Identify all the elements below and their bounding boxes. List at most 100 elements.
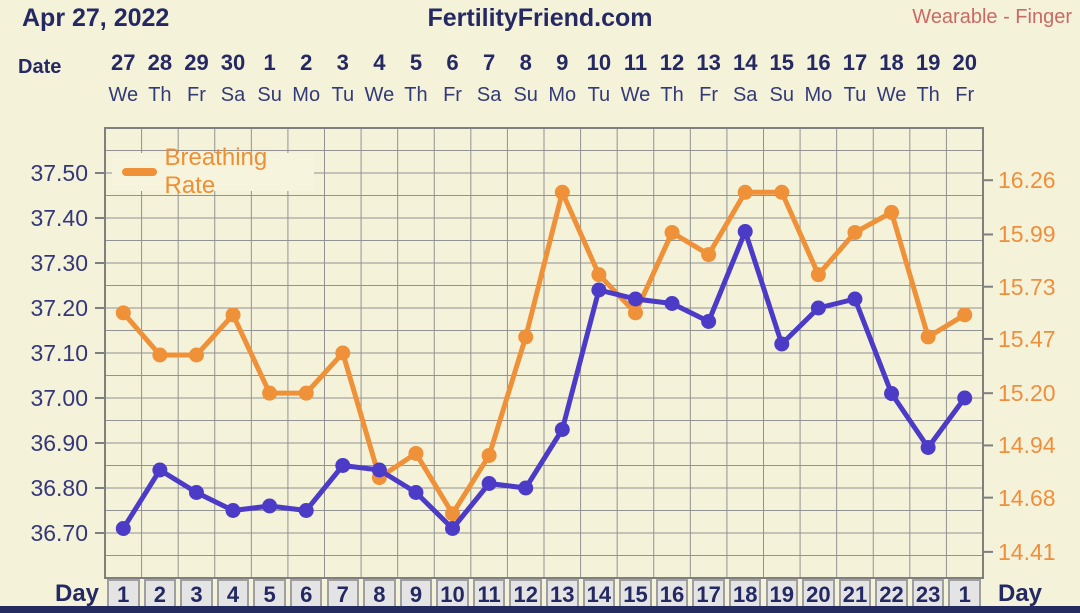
date-tick-label: 5	[409, 50, 423, 75]
date-tick-label: 1	[263, 50, 276, 75]
weekday-tick-label: Sa	[476, 84, 502, 106]
right-axis-tick-label: 15.99	[998, 221, 1056, 248]
date-tick-label: 2	[300, 50, 313, 75]
breathing-rate-point	[810, 267, 826, 283]
breathing-rate-point	[481, 447, 497, 463]
day-cell: 20	[802, 579, 835, 610]
temperature-point	[774, 336, 790, 352]
weekday-tick-label: Su	[513, 84, 538, 106]
date-tick-label: 3	[336, 50, 349, 75]
date-tick-label: 30	[220, 50, 246, 75]
weekday-tick-label: Th	[916, 84, 940, 106]
weekday-tick-label: Fr	[955, 84, 975, 106]
breathing-rate-point	[262, 385, 278, 401]
date-tick-label: 9	[556, 50, 569, 75]
date-tick-label: 29	[184, 50, 209, 75]
left-axis-tick-label: 36.70	[30, 520, 88, 546]
weekday-tick-label: Th	[404, 84, 428, 106]
date-axis-label: Date	[18, 56, 62, 78]
temperature-point	[627, 291, 643, 307]
temperature-point	[188, 485, 204, 500]
weekday-tick-label: Tu	[843, 84, 867, 106]
temperature-point	[152, 462, 168, 478]
left-axis-tick-label: 37.50	[30, 160, 88, 186]
weekday-tick-label: Su	[257, 84, 282, 106]
day-cell: 7	[326, 579, 360, 610]
site-title: FertilityFriend.com	[427, 4, 653, 32]
breathing-rate-legend-swatch	[122, 168, 158, 176]
left-axis-tick-label: 36.80	[30, 475, 88, 501]
temperature-point	[554, 422, 570, 437]
date-tick-label: 7	[483, 50, 496, 75]
temperature-point	[591, 282, 607, 298]
weekday-tick-label: Tu	[331, 84, 355, 106]
temperature-point	[920, 440, 936, 455]
breathing-rate-point	[335, 345, 351, 361]
date-tick-label: 28	[147, 50, 173, 75]
right-axis-tick-label: 15.73	[998, 273, 1056, 300]
day-axis-label-left: Day	[55, 580, 100, 607]
day-cell: 8	[363, 579, 396, 610]
weekday-tick-label: Th	[148, 84, 172, 106]
temperature-point	[298, 503, 314, 518]
left-axis-tick-label: 36.90	[30, 430, 88, 456]
breathing-rate-line	[120, 189, 968, 517]
right-axis-tick-label: 15.20	[998, 380, 1056, 407]
right-axis-tick-label: 15.47	[998, 325, 1056, 352]
breathing-rate-point	[554, 184, 570, 200]
temperature-point	[225, 503, 241, 518]
weekday-tick-label: Mo	[548, 84, 577, 106]
left-axis-tick-label: 37.40	[30, 205, 88, 231]
day-cell: 18	[728, 579, 762, 610]
day-axis-label-right: Day	[998, 580, 1043, 607]
chart-canvas	[95, 127, 993, 579]
temperature-point	[701, 314, 717, 329]
date-tick-label: 12	[659, 50, 685, 75]
temperature-point	[115, 521, 131, 536]
temperature-point	[884, 386, 900, 401]
report-date: Apr 27, 2022	[22, 4, 170, 32]
left-axis-tick-label: 37.20	[30, 295, 88, 321]
date-tick-label: 13	[696, 50, 721, 75]
date-tick-label: 19	[915, 50, 941, 75]
weekday-tick-label: Mo	[292, 84, 321, 106]
legend: Breathing Rate	[112, 144, 314, 199]
date-tick-label: 6	[446, 50, 459, 75]
date-tick-label: 20	[952, 50, 977, 75]
day-cell: 12	[509, 579, 542, 610]
breathing-rate-legend-label: Breathing Rate	[164, 144, 268, 199]
device-label: Wearable - Finger	[912, 6, 1072, 28]
weekday-tick-label: We	[620, 84, 651, 106]
breathing-rate-point	[152, 347, 168, 363]
temperature-point	[262, 498, 278, 514]
breathing-rate-point	[115, 305, 131, 321]
weekday-tick-label: Sa	[220, 84, 246, 106]
day-cell: 23	[911, 579, 945, 610]
temperature-point	[445, 521, 461, 536]
date-tick-label: 4	[373, 50, 386, 75]
breathing-rate-point	[188, 347, 204, 363]
date-tick-label: 14	[732, 50, 758, 75]
weekday-tick-label: Tu	[587, 84, 611, 106]
day-cell: 11	[472, 579, 506, 610]
weekday-tick-label: Fr	[187, 84, 206, 106]
day-cell: 4	[216, 579, 250, 610]
weekday-tick-label: We	[876, 84, 907, 106]
date-tick-label: 18	[879, 50, 904, 75]
temperature-point	[810, 300, 826, 316]
date-tick-label: 11	[623, 50, 648, 75]
breathing-rate-point	[445, 506, 461, 522]
breathing-rate-point	[298, 385, 314, 401]
weekday-tick-label: Sa	[732, 84, 758, 106]
day-cell: 13	[546, 579, 579, 610]
temperature-point	[518, 480, 534, 496]
weekday-tick-label: Su	[769, 84, 795, 106]
day-cell: 19	[765, 579, 799, 610]
temperature-point	[737, 224, 753, 239]
breathing-rate-point	[591, 267, 607, 283]
weekday-tick-label: Fr	[699, 84, 719, 106]
date-tick-label: 16	[806, 50, 831, 75]
right-axis-tick-label: 14.94	[998, 432, 1056, 459]
breathing-rate-point	[518, 329, 534, 345]
